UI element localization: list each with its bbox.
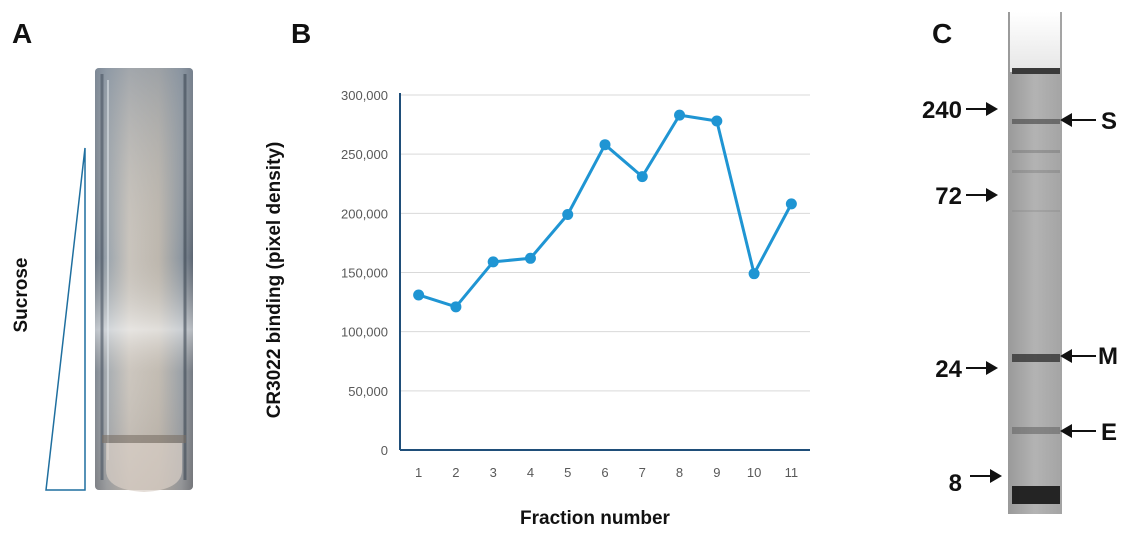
x-tick-label: 4	[527, 465, 534, 480]
data-point	[711, 115, 723, 127]
gel-well	[1010, 12, 1060, 72]
data-point	[748, 268, 760, 280]
band-label-s: S	[1101, 108, 1118, 135]
x-tick-label: 3	[490, 465, 497, 480]
marker-arrow-240	[966, 102, 998, 116]
y-tick-label: 0	[381, 443, 388, 458]
data-point	[524, 252, 536, 264]
y-tick-label: 250,000	[341, 147, 388, 162]
data-point	[785, 198, 797, 210]
data-point	[487, 256, 499, 268]
gel-band-s	[1012, 119, 1060, 124]
sucrose-gradient-label: Sucrose	[11, 257, 32, 333]
band-label-e: E	[1101, 419, 1118, 446]
panel-letter-c: C	[932, 18, 953, 49]
data-point	[450, 301, 462, 313]
marker-label-24: 24	[935, 356, 962, 383]
gel-band-e	[1012, 427, 1060, 434]
gel-lane	[1008, 12, 1062, 514]
y-tick-label: 200,000	[341, 206, 388, 221]
panel-letter-b: B	[291, 18, 312, 49]
band-arrow-e	[1060, 424, 1096, 438]
marker-arrow-24	[966, 361, 998, 375]
x-tick-label: 1	[415, 465, 422, 480]
x-tick-label: 9	[713, 465, 720, 480]
band-arrow-m	[1060, 349, 1096, 363]
data-point	[674, 109, 686, 121]
y-tick-label: 100,000	[341, 325, 388, 340]
y-tick-label: 50,000	[348, 384, 388, 399]
sucrose-gradient-tube-figure	[45, 68, 193, 492]
x-tick-label: 5	[564, 465, 571, 480]
band-label-m: M	[1098, 343, 1118, 370]
data-point	[413, 289, 425, 301]
x-tick-label: 6	[601, 465, 608, 480]
data-point	[562, 209, 574, 221]
line-chart: 0 50,000 100,000 150,000 200,000 250,000 300,0…	[341, 88, 810, 480]
x-tick-label: 10	[747, 465, 761, 480]
chart-x-axis-title: Fraction number	[520, 508, 670, 529]
marker-label-8: 8	[948, 470, 962, 497]
x-tick-label: 7	[639, 465, 646, 480]
band-arrow-s	[1060, 113, 1096, 127]
gel-band-m	[1012, 354, 1060, 362]
x-tick-label: 8	[676, 465, 683, 480]
panel-letter-a: A	[12, 18, 33, 49]
marker-label-72: 72	[935, 183, 962, 210]
gel-image-figure	[1008, 12, 1062, 514]
marker-arrow-8	[970, 469, 1002, 483]
gradient-triangle	[45, 147, 86, 491]
x-tick-label: 2	[452, 465, 459, 480]
x-tick-label: 11	[785, 465, 799, 480]
marker-arrow-72	[966, 188, 998, 202]
data-point	[636, 171, 648, 183]
marker-label-240: 240	[921, 97, 962, 124]
data-point	[599, 139, 611, 151]
y-tick-label: 150,000	[341, 266, 388, 281]
y-tick-label: 300,000	[341, 88, 388, 103]
